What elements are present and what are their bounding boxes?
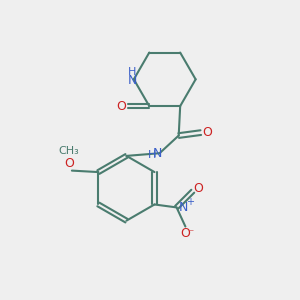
Text: H: H [148, 150, 157, 160]
Text: O: O [64, 157, 74, 170]
Text: O: O [181, 227, 190, 240]
Text: O: O [194, 182, 204, 195]
Text: N: N [128, 74, 137, 87]
Text: +: + [186, 197, 194, 207]
Text: H: H [128, 67, 136, 77]
Text: O: O [117, 100, 127, 112]
Text: N: N [178, 201, 188, 214]
Text: N: N [153, 147, 163, 160]
Text: O: O [202, 126, 212, 139]
Text: ⁻: ⁻ [189, 228, 194, 238]
Text: CH₃: CH₃ [58, 146, 79, 157]
